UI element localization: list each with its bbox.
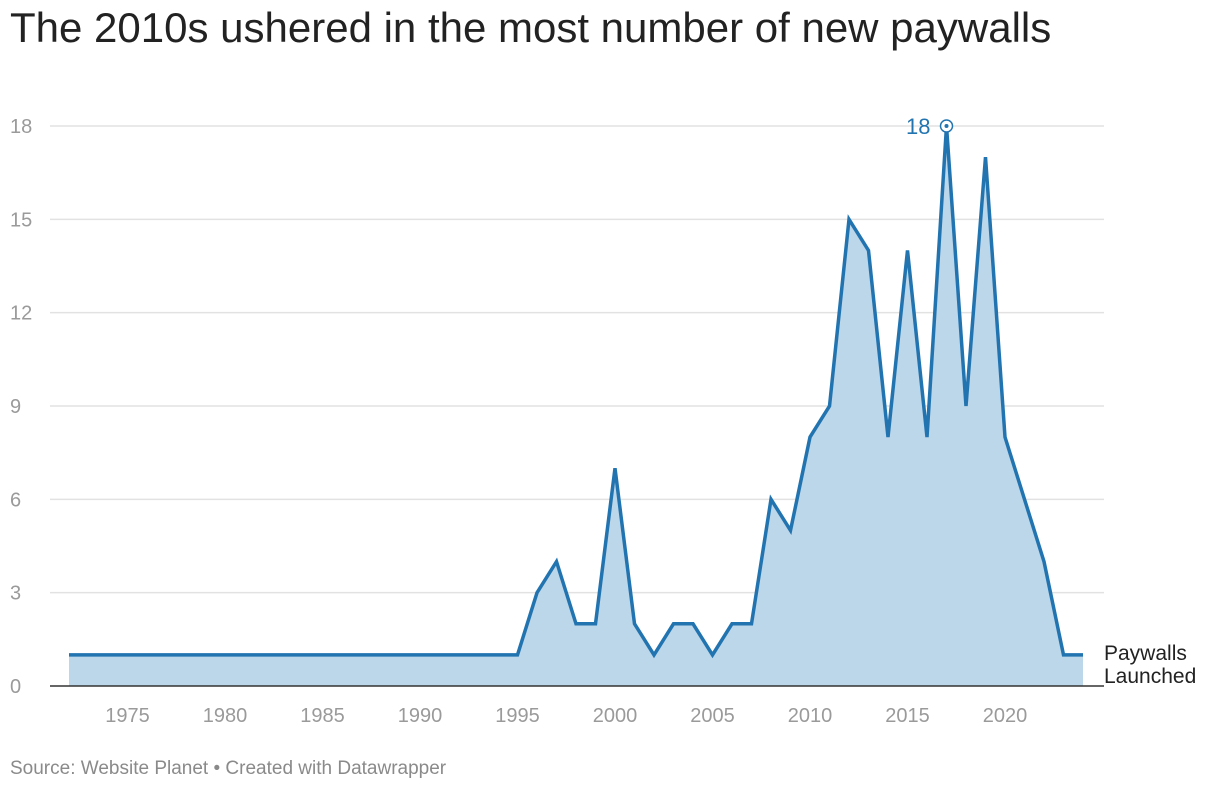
data-point	[867, 249, 870, 252]
data-point	[1082, 653, 1085, 656]
data-point	[380, 653, 383, 656]
data-point	[711, 653, 714, 656]
data-point	[165, 653, 168, 656]
data-point	[1062, 653, 1065, 656]
source-separator: •	[208, 758, 226, 779]
data-point	[438, 653, 441, 656]
x-axis-ticks: 1975 1980 1985 1990 1995 2000 2005 2010 2015 2020	[105, 705, 1027, 727]
data-point	[1043, 560, 1046, 563]
data-point	[282, 653, 285, 656]
y-axis-ticks: 0 3 6 9 12 15 18	[10, 116, 32, 698]
data-point	[555, 560, 558, 563]
credit-text: Created with Datawrapper	[225, 758, 447, 779]
data-point	[536, 591, 539, 594]
source-text: Source: Website Planet	[10, 758, 209, 779]
data-point	[399, 653, 402, 656]
data-point	[828, 405, 831, 408]
data-point	[243, 653, 246, 656]
data-point	[614, 467, 617, 470]
data-point	[419, 653, 422, 656]
data-point	[731, 622, 734, 625]
data-point	[906, 249, 909, 252]
data-point	[672, 622, 675, 625]
x-tick-label: 2020	[983, 705, 1028, 727]
series-label: Paywalls Launched	[1104, 642, 1196, 688]
x-tick-label: 1985	[300, 705, 345, 727]
data-point	[984, 156, 987, 159]
x-tick-label: 2000	[593, 705, 638, 727]
x-tick-label: 2015	[885, 705, 930, 727]
data-point	[146, 653, 149, 656]
data-point	[1023, 498, 1026, 501]
x-tick-label: 1980	[203, 705, 248, 727]
x-tick-label: 1975	[105, 705, 150, 727]
y-tick-label: 0	[10, 676, 21, 698]
y-tick-label: 6	[10, 489, 21, 511]
x-tick-label: 1990	[398, 705, 443, 727]
series-label-line: Paywalls	[1104, 642, 1187, 665]
y-tick-label: 18	[10, 116, 32, 138]
data-point	[692, 622, 695, 625]
peak-value-label: 18	[906, 114, 930, 139]
data-point	[87, 653, 90, 656]
area-chart: 0 3 6 9 12 15 18 1975 1980 1985 1990 1995 2000 2005 2…	[10, 114, 1196, 727]
data-point	[633, 622, 636, 625]
data-point	[321, 653, 324, 656]
data-point	[926, 436, 929, 439]
data-point	[497, 653, 500, 656]
data-point	[516, 653, 519, 656]
data-point	[770, 498, 773, 501]
x-tick-label: 2010	[788, 705, 833, 727]
data-point	[360, 653, 363, 656]
data-point	[302, 653, 305, 656]
data-point	[575, 622, 578, 625]
data-point	[68, 653, 71, 656]
data-point	[224, 653, 227, 656]
data-point	[1004, 436, 1007, 439]
data-point	[653, 653, 656, 656]
footer-source: Source: Website Planet • Created with Da…	[10, 758, 446, 780]
series-line	[69, 125, 1083, 659]
data-point	[848, 218, 851, 221]
peak-marker-dot	[944, 124, 949, 128]
grid-lines	[50, 125, 1104, 594]
y-tick-label: 3	[10, 583, 21, 605]
data-point	[107, 653, 110, 656]
x-tick-label: 2005	[690, 705, 735, 727]
y-tick-label: 15	[10, 209, 32, 231]
data-point	[594, 622, 597, 625]
data-point	[477, 653, 480, 656]
data-point	[263, 653, 266, 656]
y-tick-label: 12	[10, 303, 32, 325]
data-point	[789, 529, 792, 532]
data-point	[965, 405, 968, 408]
data-point	[204, 653, 207, 656]
series-label-line: Launched	[1104, 665, 1196, 688]
series-area-fill	[69, 126, 1083, 686]
data-point	[458, 653, 461, 656]
chart-title: The 2010s ushered in the most number of …	[10, 4, 1052, 51]
y-tick-label: 9	[10, 396, 21, 418]
data-point	[185, 653, 188, 656]
data-point	[809, 436, 812, 439]
x-tick-label: 1995	[495, 705, 540, 727]
data-point	[750, 622, 753, 625]
data-point	[126, 653, 129, 656]
data-point	[887, 436, 890, 439]
peak-annotation: 18	[906, 114, 954, 139]
data-point	[341, 653, 344, 656]
